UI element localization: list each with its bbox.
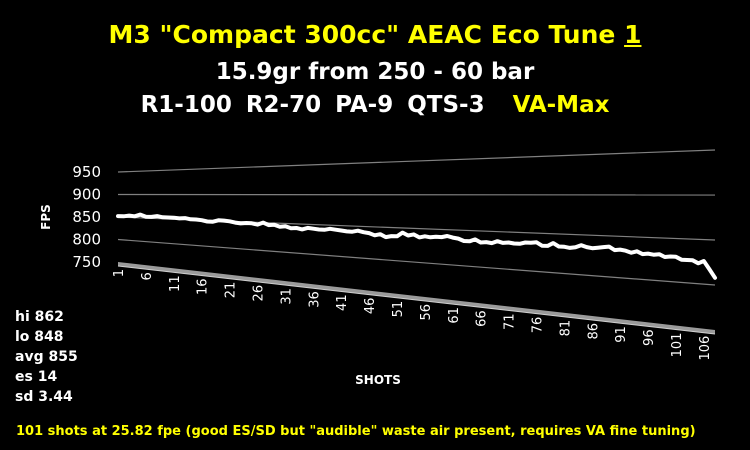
stat-lo: lo 848 [15, 329, 64, 345]
x-tick-label-101: 101 [670, 333, 685, 358]
y-tick-label-800: 800 [72, 231, 101, 249]
x-tick-label-56: 56 [419, 304, 434, 321]
x-tick-label-51: 51 [391, 301, 406, 318]
gridline-800 [117, 238, 716, 286]
y-tick-label-750: 750 [72, 253, 101, 271]
x-tick-label-86: 86 [586, 323, 601, 340]
chart-title-text: M3 "Compact 300cc" AEAC Eco Tune [108, 20, 625, 49]
x-tick-label-91: 91 [614, 326, 629, 343]
x-tick-label-31: 31 [279, 288, 294, 305]
gridline-950 [117, 149, 716, 173]
stat-hi: hi 862 [15, 309, 64, 325]
chart-settings-line: R1-100 R2-70 PA-9 QTS-3 VA-Max [0, 92, 750, 118]
gridline-900 [117, 193, 716, 196]
x-tick-label-106: 106 [698, 336, 713, 361]
stat-avg: avg 855 [15, 349, 78, 365]
chart-floor-edge [117, 265, 716, 335]
x-tick-label-21: 21 [224, 282, 239, 299]
x-tick-label-16: 16 [196, 279, 211, 296]
y-tick-label-900: 900 [72, 186, 101, 204]
x-tick-label-61: 61 [447, 307, 462, 324]
x-tick-label-6: 6 [140, 272, 155, 280]
x-tick-label-71: 71 [503, 314, 518, 331]
stat-sd: sd 3.44 [15, 389, 73, 405]
series-line [116, 212, 717, 280]
stat-es: es 14 [15, 369, 58, 385]
x-tick-label-46: 46 [363, 298, 378, 315]
x-tick-label-81: 81 [558, 320, 573, 337]
footnote: 101 shots at 25.82 fpe (good ES/SD but "… [16, 424, 696, 439]
chart-settings-text: R1-100 R2-70 PA-9 QTS-3 [140, 92, 485, 118]
x-tick-label-26: 26 [252, 285, 267, 302]
chart-subtitle: 15.9gr from 250 - 60 bar [215, 59, 535, 85]
x-tick-label-66: 66 [475, 310, 490, 327]
x-axis-title: SHOTS [355, 373, 401, 387]
x-tick-label-76: 76 [531, 317, 546, 334]
chart-title: M3 "Compact 300cc" AEAC Eco Tune 1 [0, 20, 750, 49]
x-tick-label-96: 96 [642, 329, 657, 346]
y-axis-title: FPS [39, 204, 53, 230]
stats-block: hi 862 lo 848 avg 855 es 14 sd 3.44 [15, 307, 78, 407]
x-tick-label-1: 1 [112, 269, 127, 277]
y-tick-label-850: 850 [72, 208, 101, 226]
chart-floor [118, 262, 715, 334]
x-tick-label-41: 41 [335, 294, 350, 311]
chart-title-tune-number: 1 [624, 20, 642, 49]
x-tick-label-11: 11 [168, 275, 183, 292]
y-tick-label-950: 950 [72, 163, 101, 181]
x-tick-label-36: 36 [307, 291, 322, 308]
chart-settings-va: VA-Max [512, 92, 610, 118]
